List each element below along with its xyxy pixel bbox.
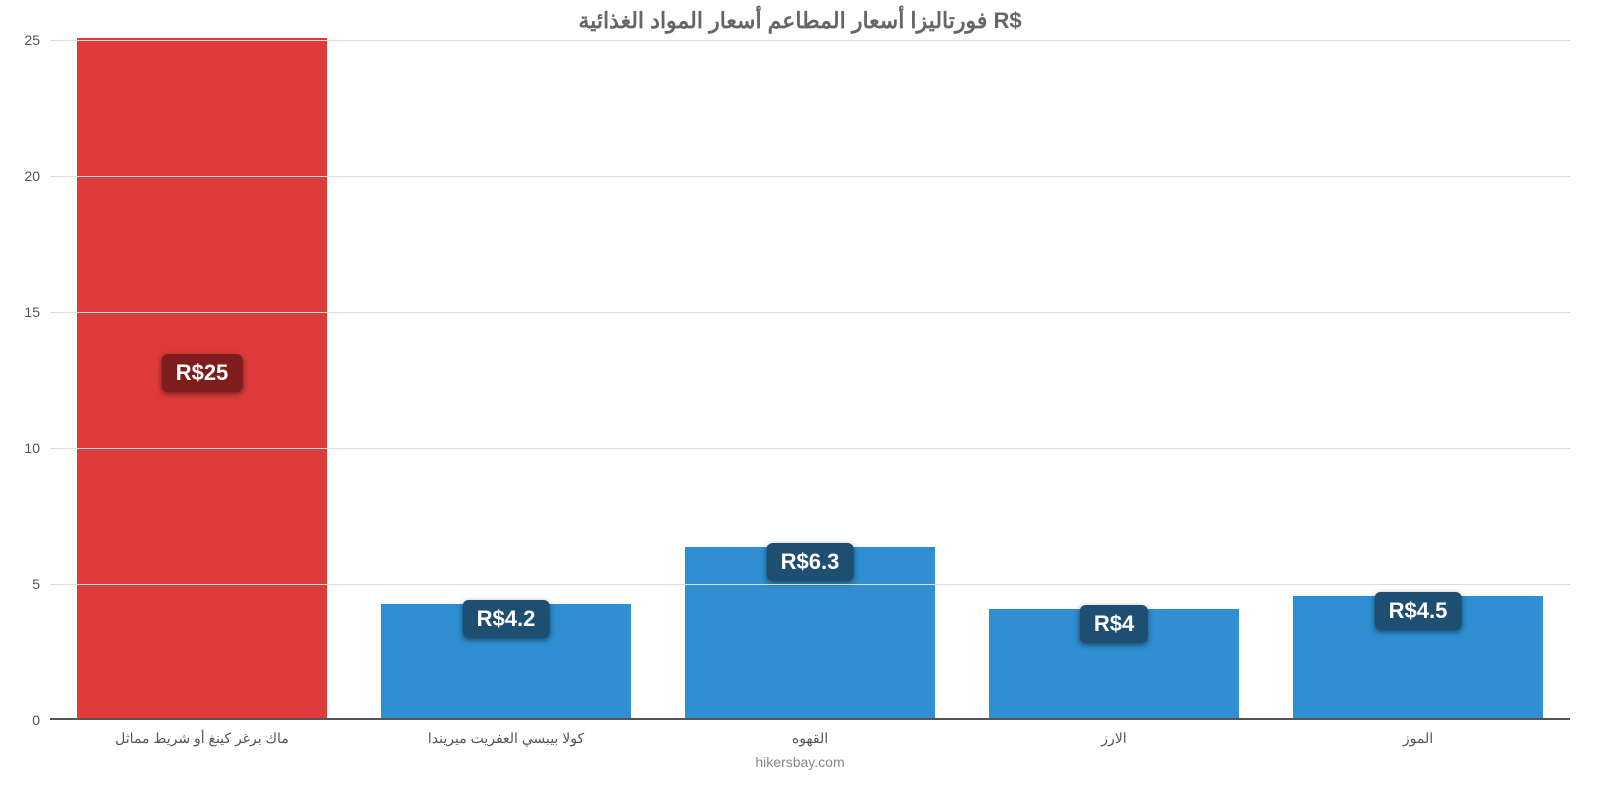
gridline xyxy=(50,40,1570,41)
bar-value-label: R$4 xyxy=(1080,605,1148,643)
bar-value-label: R$6.3 xyxy=(767,543,854,581)
y-tick-label: 0 xyxy=(0,712,40,728)
bars-layer: R$25 R$4.2 R$6.3 R$4 R$4.5 xyxy=(50,40,1570,718)
chart-title: فورتاليزا أسعار المطاعم أسعار المواد الغ… xyxy=(0,8,1600,34)
y-tick-label: 15 xyxy=(0,304,40,320)
chart-container: فورتاليزا أسعار المطاعم أسعار المواد الغ… xyxy=(0,0,1600,800)
plot-area: R$25 R$4.2 R$6.3 R$4 R$4.5 xyxy=(50,40,1570,720)
x-tick-label: ماك برغر كينغ أو شريط مماثل xyxy=(115,730,289,747)
y-tick-label: 10 xyxy=(0,440,40,456)
bar-value-label: R$25 xyxy=(162,354,243,392)
x-tick-label: الارز xyxy=(1101,730,1126,747)
gridline xyxy=(50,448,1570,449)
x-tick-label: الموز xyxy=(1403,730,1433,747)
y-tick-label: 25 xyxy=(0,32,40,48)
y-tick-label: 5 xyxy=(0,576,40,592)
gridline xyxy=(50,584,1570,585)
bar-value-label: R$4.5 xyxy=(1375,592,1462,630)
gridline xyxy=(50,312,1570,313)
x-tick-label: القهوه xyxy=(792,730,828,747)
gridline xyxy=(50,176,1570,177)
x-tick-label: كولا بيبسي العفريت ميريندا xyxy=(428,730,584,747)
source-attribution: hikersbay.com xyxy=(0,754,1600,770)
y-tick-label: 20 xyxy=(0,168,40,184)
bar-value-label: R$4.2 xyxy=(463,600,550,638)
